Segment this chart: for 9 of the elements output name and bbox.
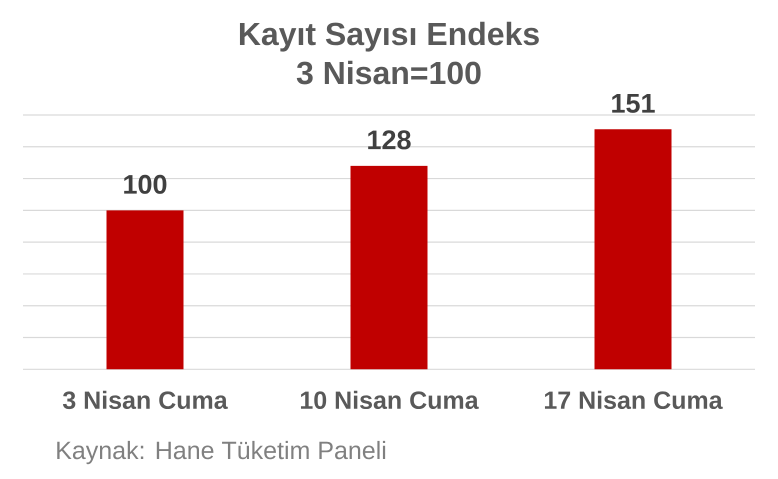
- text: Kaynak: Hane Tüketim Paneli: [57, 440, 386, 464]
- x-tick-label: 10 Nisan Cuma: [300, 390, 479, 410]
- x-tick-label: 17 Nisan Cuma: [544, 390, 723, 410]
- data-label: 128: [368, 130, 411, 150]
- chart-subtitle: 3 Nisan=100: [296, 60, 481, 84]
- x-tick-label: 3 Nisan Cuma: [62, 390, 228, 410]
- data-label: 100: [124, 174, 166, 194]
- data-label: 151: [612, 94, 655, 113]
- chart-title: Kayıt Sayısı Endeks: [240, 22, 539, 52]
